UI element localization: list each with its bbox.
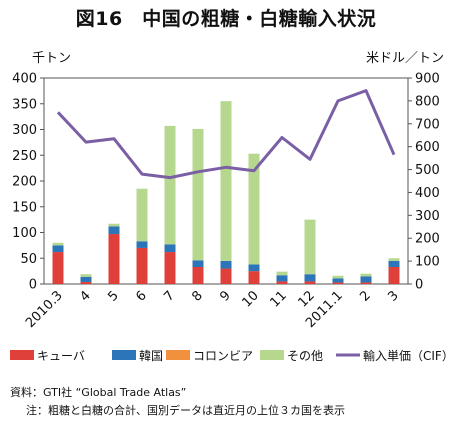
bar-segment: [304, 281, 316, 284]
x-tick-label: 12: [296, 288, 318, 310]
right-tick-label: 700: [415, 117, 440, 132]
x-tick-label: 11: [268, 288, 290, 310]
right-tick-label: 100: [415, 255, 440, 270]
bar-segment: [164, 125, 176, 245]
bar-segment: [52, 245, 64, 253]
bar-segment: [332, 275, 344, 279]
unit-price-line: [56, 89, 396, 180]
bar-segment: [360, 282, 372, 284]
line-series: [56, 89, 396, 180]
left-tick-label: 400: [12, 72, 37, 87]
right-tick-label: 400: [415, 186, 440, 201]
bar-segment: [80, 276, 92, 282]
legend: キューバ 韓国 コロンビア その他 輸入単価（CIF）: [10, 348, 452, 363]
right-tick-label: 900: [415, 72, 440, 87]
bar-segment: [108, 234, 120, 284]
legend-label: コロンビア: [193, 349, 253, 363]
right-tick-label: 0: [415, 278, 423, 293]
legend-label: 韓国: [139, 349, 163, 363]
left-tick-label: 250: [12, 149, 37, 164]
bar-series: [52, 101, 400, 284]
chart-title: 図16 中国の粗糖・白糖輸入状況: [75, 8, 377, 30]
bar-segment: [192, 267, 204, 284]
bar-segment: [164, 244, 176, 253]
legend-swatch: [166, 350, 190, 360]
bar-segment: [360, 273, 372, 277]
right-axis-title: 米ドル／トン: [366, 51, 444, 66]
bar-segment: [80, 281, 92, 284]
bar-segment: [220, 101, 232, 261]
bar-segment: [108, 223, 120, 227]
bar-segment: [220, 268, 232, 284]
bar-segment: [108, 226, 120, 235]
bar-segment: [276, 275, 288, 282]
left-axis-title: 千トン: [32, 51, 71, 66]
legend-swatch: [260, 350, 284, 360]
x-tick-label: 6: [133, 288, 149, 304]
source-note: 資料：GTI社 “Global Trade Atlas”: [10, 386, 187, 399]
bar-segment: [304, 219, 316, 275]
bar-segment: [52, 252, 64, 284]
left-tick-label: 100: [12, 226, 37, 241]
bar-segment: [136, 241, 148, 248]
bar-segment: [360, 276, 372, 283]
x-tick-label: 9: [217, 288, 233, 304]
x-tick-label: 8: [189, 288, 205, 304]
bar-segment: [136, 247, 148, 284]
x-tick-label: 2010.3: [23, 288, 66, 331]
left-tick-label: 200: [12, 175, 37, 190]
bar-segment: [248, 153, 260, 265]
bar-segment: [388, 258, 400, 261]
left-tick-label: 0: [29, 278, 37, 293]
left-axis: 0 50 100 150 200 250 300 350 400: [12, 72, 44, 293]
left-tick-label: 300: [12, 123, 37, 138]
left-tick-label: 50: [20, 252, 37, 267]
bar-segment: [192, 128, 204, 261]
legend-label: その他: [287, 349, 323, 363]
right-tick-label: 300: [415, 209, 440, 224]
x-tick-label: 3: [385, 288, 401, 304]
x-tick-label: 2: [357, 288, 373, 304]
right-tick-label: 800: [415, 94, 440, 109]
right-tick-label: 600: [415, 140, 440, 155]
legend-swatch: [10, 350, 34, 360]
right-tick-label: 200: [415, 232, 440, 247]
bar-segment: [248, 271, 260, 284]
bar-segment: [332, 282, 344, 284]
x-tick-label: 4: [77, 288, 93, 304]
legend-label: 輸入単価（CIF）: [363, 348, 452, 363]
left-tick-label: 350: [12, 97, 37, 112]
x-tick-label: 7: [161, 288, 177, 304]
right-tick-label: 500: [415, 163, 440, 178]
footnote: 注：粗糖と白糖の合計、国別データは直近月の上位３カ国を表示: [26, 404, 345, 417]
x-tick-label: 10: [240, 288, 262, 310]
left-tick-label: 150: [12, 200, 37, 215]
bar-segment: [248, 264, 260, 272]
bar-segment: [388, 267, 400, 284]
bar-segment: [332, 278, 344, 283]
bar-segment: [164, 252, 176, 284]
bar-segment: [220, 260, 232, 269]
bar-segment: [304, 274, 316, 282]
bar-segment: [276, 271, 288, 276]
bar-segment: [52, 242, 64, 246]
bar-segment: [388, 260, 400, 268]
right-axis: 0 100 200 300 400 500 600 700 800 900: [408, 72, 440, 293]
bar-segment: [136, 188, 148, 242]
legend-label: キューバ: [37, 349, 85, 363]
bar-segment: [80, 274, 92, 277]
legend-swatch: [112, 350, 136, 360]
bar-segment: [192, 260, 204, 268]
x-tick-label: 5: [105, 288, 121, 304]
bar-segment: [276, 281, 288, 284]
